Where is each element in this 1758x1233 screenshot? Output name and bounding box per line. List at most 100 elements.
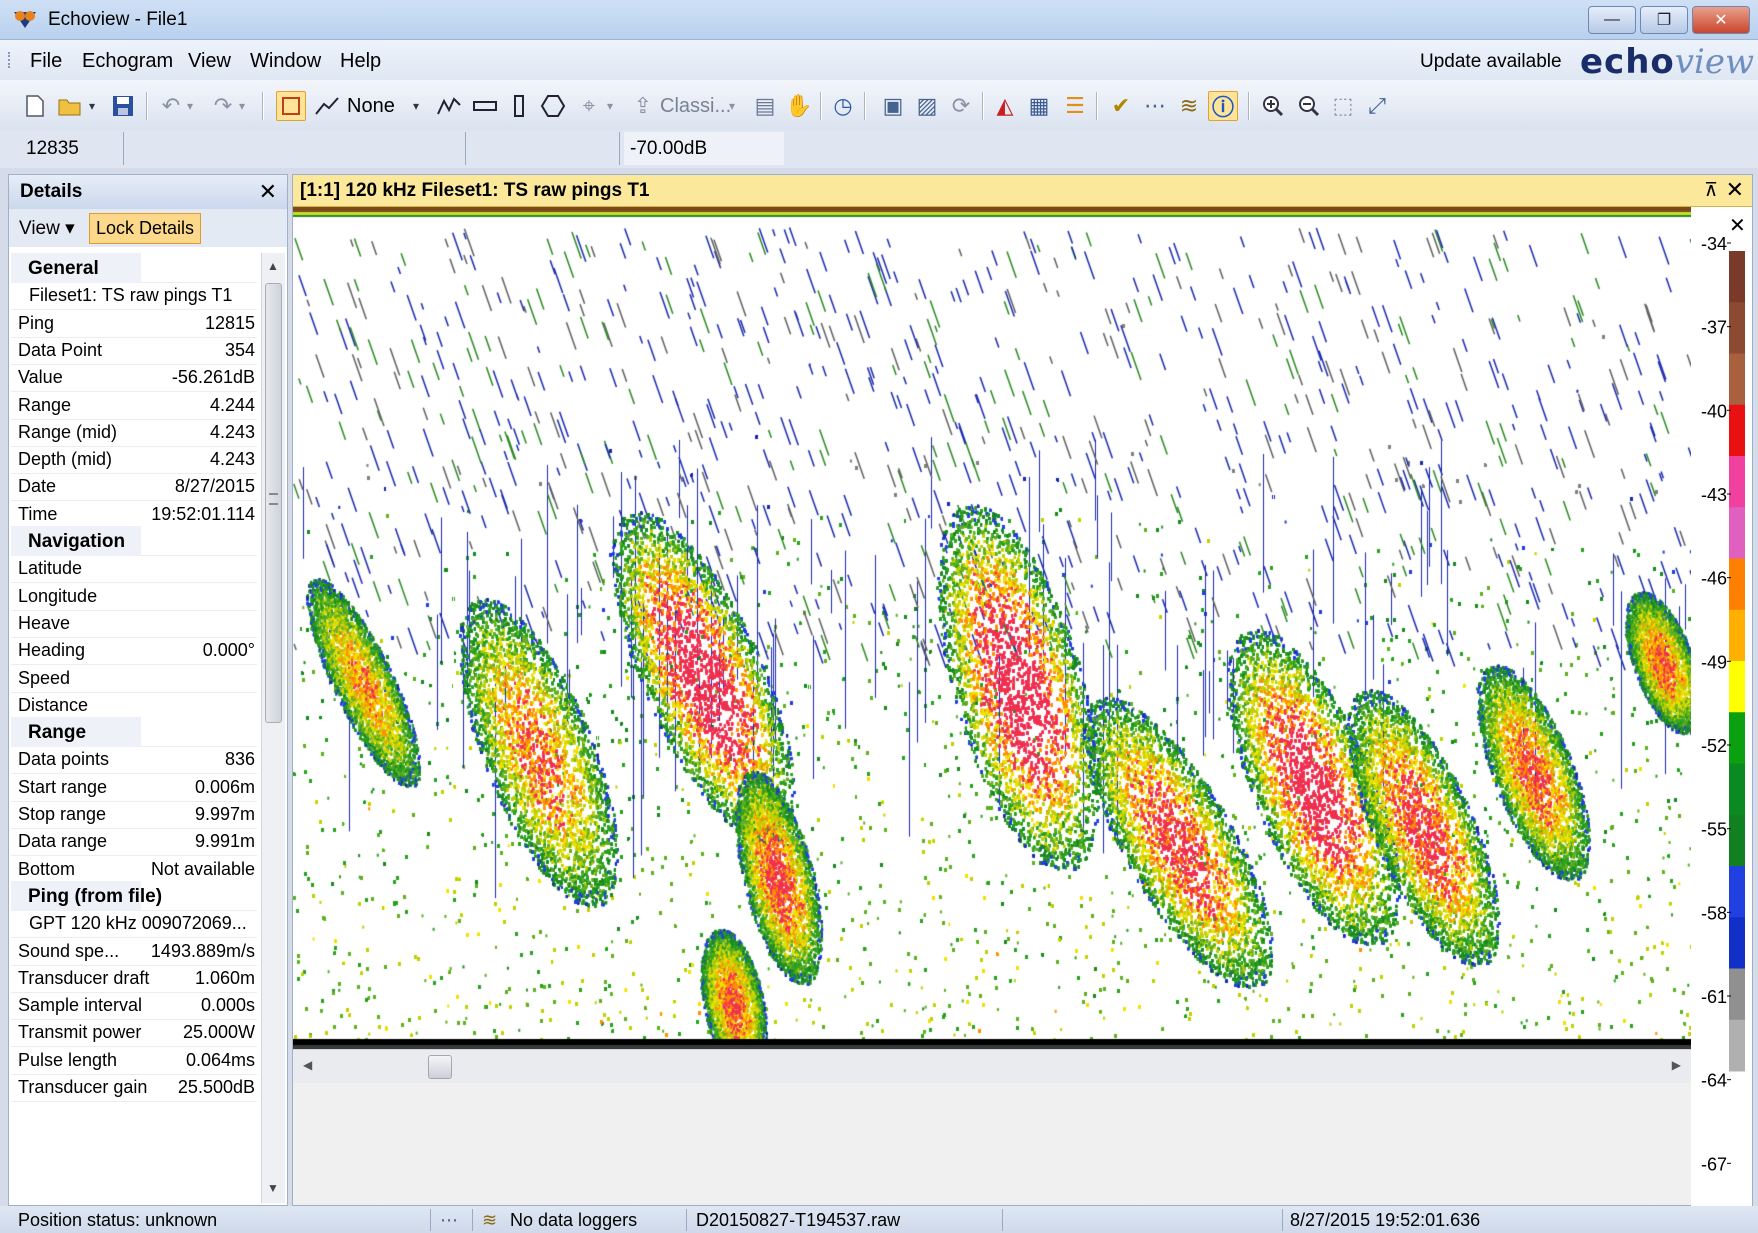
polyline-icon[interactable]	[434, 91, 464, 121]
property-row[interactable]: GPT 120 kHz 009072069...	[11, 908, 257, 939]
comment-icon[interactable]: ⋯	[1144, 93, 1166, 118]
property-name: Navigation	[28, 531, 126, 552]
status-separator	[1002, 1209, 1003, 1231]
property-row[interactable]: Data points 836	[11, 744, 257, 775]
scroll-up-arrow-icon[interactable]: ▲	[267, 259, 279, 273]
scroll-right-arrow-icon[interactable]: ▶	[1671, 1058, 1681, 1072]
property-row[interactable]: Sample interval 0.000s	[11, 990, 257, 1021]
menu-view[interactable]: View	[188, 50, 231, 72]
property-row[interactable]: Heading 0.000°	[11, 635, 257, 666]
echogram-horizontal-scrollbar[interactable]: ◀ ▶	[293, 1049, 1691, 1083]
redo-icon[interactable]: ↷	[213, 93, 233, 118]
property-section-header[interactable]: Ping (from file)	[11, 880, 257, 911]
horizontal-band-icon[interactable]	[470, 91, 500, 121]
close-scale-icon[interactable]: ✕	[1729, 215, 1746, 237]
update-available-link[interactable]: Update available	[1420, 51, 1562, 72]
echoview-app-icon[interactable]	[12, 8, 38, 32]
refresh-icon[interactable]: ⟳	[951, 93, 971, 118]
property-row[interactable]: Pulse length 0.064ms	[11, 1045, 257, 1075]
menu-window[interactable]: Window	[250, 50, 322, 72]
pin-icon[interactable]: ⊼	[1704, 180, 1718, 201]
property-row[interactable]: Heave	[11, 608, 257, 638]
open-dropdown-icon[interactable]: ▾	[88, 99, 96, 113]
close-window-button[interactable]: ✕	[1692, 6, 1750, 34]
property-row[interactable]: Time 19:52:01.114	[11, 499, 257, 529]
close-echogram-icon[interactable]: ✕	[1725, 177, 1744, 202]
property-row[interactable]: Depth (mid) 4.243	[11, 444, 257, 475]
menu-file[interactable]: File	[30, 50, 63, 72]
vertical-band-icon[interactable]	[504, 91, 534, 121]
hand-pan-icon[interactable]: ✋	[785, 93, 813, 118]
region-dropdown-icon[interactable]: ▾	[606, 99, 614, 113]
scroll-down-arrow-icon[interactable]: ▼	[267, 1181, 279, 1195]
property-section-header[interactable]: Navigation	[11, 526, 257, 556]
region-tool-icon[interactable]: ⌖	[582, 93, 596, 118]
file-status: D20150827-T194537.raw	[696, 1210, 901, 1230]
info-icon[interactable]: ⓘ	[1208, 91, 1238, 121]
property-row[interactable]: Fileset1: TS raw pings T1	[11, 280, 257, 311]
menu-help[interactable]: Help	[340, 50, 382, 72]
close-details-icon[interactable]: ✕	[258, 179, 277, 204]
line-tool-icon[interactable]	[312, 91, 342, 121]
logger-icon[interactable]: ≋	[1179, 93, 1199, 118]
redo-dropdown-icon[interactable]: ▾	[238, 99, 246, 113]
property-row[interactable]: Transducer draft 1.060m	[11, 963, 257, 993]
toolbar-separator	[1096, 92, 1098, 120]
property-row[interactable]: Date 8/27/2015	[11, 471, 257, 502]
details-view-menu[interactable]: View ▾	[19, 218, 75, 239]
open-folder-icon[interactable]	[56, 91, 86, 121]
zoom-extents-icon[interactable]: ⤢	[1368, 93, 1386, 118]
classify-dropdown-icon[interactable]: ▾	[728, 99, 736, 113]
new-file-icon[interactable]	[20, 91, 50, 121]
property-row[interactable]: Latitude	[11, 553, 257, 584]
property-row[interactable]: Value -56.261dB	[11, 362, 257, 393]
property-row[interactable]: Longitude	[11, 581, 257, 611]
zoom-out-icon[interactable]	[1294, 91, 1324, 121]
horizontal-scroll-thumb[interactable]	[428, 1055, 452, 1079]
menu-echogram[interactable]: Echogram	[82, 50, 174, 72]
layers-icon[interactable]: ☰	[1065, 93, 1085, 118]
property-section-header[interactable]: General	[11, 253, 257, 283]
property-row[interactable]: Data Point 354	[11, 335, 257, 365]
echogram-canvas[interactable]	[293, 207, 1691, 1049]
check-icon[interactable]: ✔	[1111, 93, 1131, 118]
classify-select[interactable]: Classi...	[660, 95, 732, 117]
scroll-left-arrow-icon[interactable]: ◀	[303, 1058, 313, 1072]
property-row[interactable]: Sound spe... 1493.889m/s	[11, 936, 257, 966]
polygon-icon[interactable]	[538, 91, 568, 121]
property-row[interactable]: Speed	[11, 663, 257, 693]
property-row[interactable]: Data range 9.991m	[11, 826, 257, 857]
zoom-box-icon[interactable]: ⬚	[1332, 93, 1354, 118]
graph-icon[interactable]: ◭	[996, 93, 1014, 118]
clock-icon[interactable]: ◷	[833, 93, 853, 118]
save-icon[interactable]	[108, 91, 138, 121]
property-row[interactable]: Transducer gain 25.500dB	[11, 1072, 257, 1102]
line-style-dropdown-icon[interactable]: ▾	[412, 99, 420, 113]
property-section-header[interactable]: Range	[11, 717, 257, 748]
color-scale-label: -55	[1701, 820, 1727, 840]
property-row[interactable]: Distance	[11, 690, 257, 720]
undo-icon[interactable]: ↶	[161, 93, 181, 118]
pages-icon[interactable]: ▦	[1028, 93, 1050, 118]
property-row[interactable]: Ping 12815	[11, 308, 257, 338]
property-row[interactable]: Bottom Not available	[11, 854, 257, 884]
rectangle-select-icon[interactable]	[276, 91, 306, 121]
line-style-select[interactable]: None	[347, 95, 395, 117]
property-row[interactable]: Range 4.244	[11, 390, 257, 420]
lock-details-button[interactable]: Lock Details	[89, 213, 202, 244]
details-scrollbar[interactable]: ▲ ▼	[261, 253, 285, 1203]
property-row[interactable]: Transmit power 25.000W	[11, 1017, 257, 1048]
comment-status-icon[interactable]: ⋯	[440, 1210, 458, 1230]
logo-italic: view	[1674, 42, 1755, 82]
property-row[interactable]: Stop range 9.997m	[11, 799, 257, 829]
zoom-in-icon[interactable]	[1258, 91, 1288, 121]
classify-icon[interactable]: ⇪	[633, 93, 653, 118]
ruler-icon[interactable]: ▤	[754, 93, 776, 118]
properties-icon[interactable]: ▣	[882, 93, 904, 118]
variable-properties-icon[interactable]: ▨	[916, 93, 938, 118]
minimize-button[interactable]: —	[1588, 6, 1636, 34]
property-row[interactable]: Start range 0.006m	[11, 772, 257, 802]
restore-button[interactable]: ❐	[1640, 6, 1688, 34]
undo-dropdown-icon[interactable]: ▾	[186, 99, 194, 113]
property-row[interactable]: Range (mid) 4.243	[11, 417, 257, 447]
